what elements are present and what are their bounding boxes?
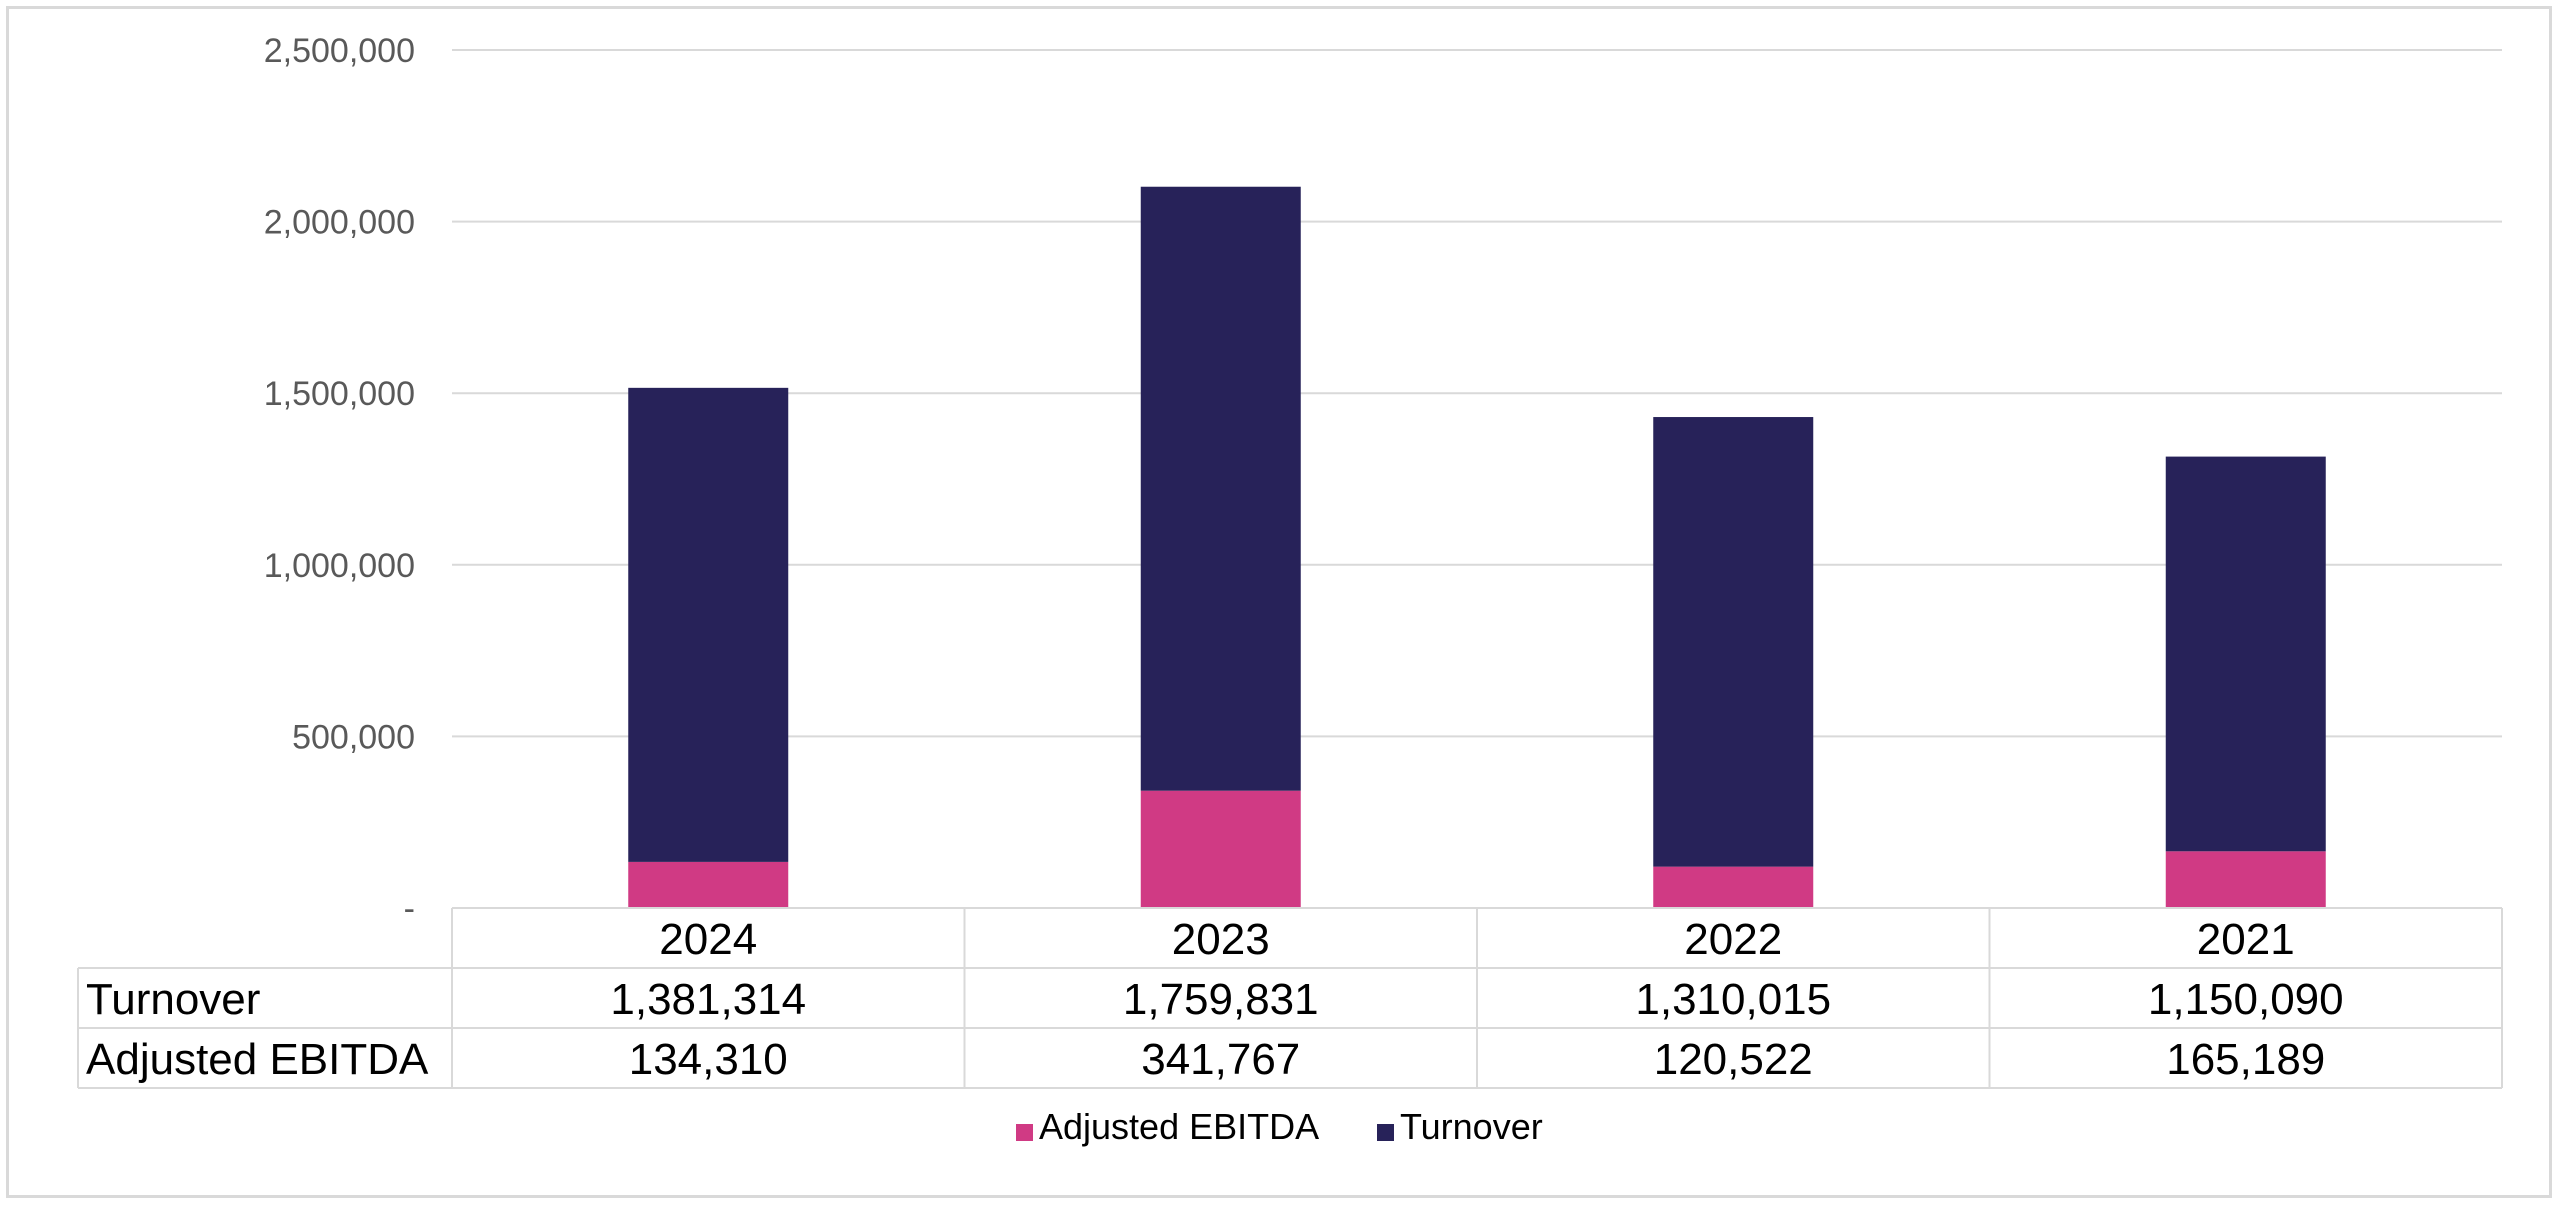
table-cell-value: 134,310 bbox=[629, 1035, 788, 1084]
y-tick-label: 1,500,000 bbox=[264, 375, 415, 413]
table-cell-value: 1,310,015 bbox=[1635, 975, 1831, 1024]
bar-adjusted-ebitda-2021 bbox=[2165, 851, 2326, 908]
legend-swatch-adjusted-ebitda bbox=[1016, 1124, 1033, 1141]
x-category-label: 2021 bbox=[2197, 915, 2295, 964]
legend: Adjusted EBITDA Turnover bbox=[1016, 1106, 1543, 1147]
x-category-label: 2024 bbox=[659, 915, 757, 964]
legend-label: Turnover bbox=[1400, 1106, 1543, 1147]
legend-swatch-turnover bbox=[1377, 1124, 1394, 1141]
bar-adjusted-ebitda-2023 bbox=[1140, 790, 1301, 908]
bar-adjusted-ebitda-2022 bbox=[1653, 866, 1814, 908]
table-row-label: Turnover bbox=[86, 975, 260, 1024]
chart-frame bbox=[6, 6, 2552, 1198]
table-cell-value: 165,189 bbox=[2166, 1035, 2325, 1084]
bar-turnover-2022 bbox=[1653, 417, 1814, 867]
table-cell-value: 120,522 bbox=[1654, 1035, 1813, 1084]
data-table: 2024 2023 2022 2021 Turnover 1,381,314 1,759,8… bbox=[77, 907, 2503, 1089]
y-tick-label: 500,000 bbox=[292, 718, 415, 756]
table-row-label: Adjusted EBITDA bbox=[86, 1035, 429, 1084]
y-tick-label: 2,500,000 bbox=[264, 32, 415, 70]
x-category-label: 2022 bbox=[1684, 915, 1782, 964]
y-tick-label: 1,000,000 bbox=[264, 547, 415, 585]
gridlines bbox=[452, 49, 2502, 738]
table-cell-value: 1,381,314 bbox=[610, 975, 806, 1024]
y-tick-label: - bbox=[404, 890, 415, 928]
bar-turnover-2021 bbox=[2165, 456, 2326, 852]
legend-label: Adjusted EBITDA bbox=[1039, 1106, 1319, 1147]
x-category-label: 2023 bbox=[1172, 915, 1270, 964]
bars bbox=[628, 186, 2326, 908]
bar-turnover-2023 bbox=[1140, 186, 1301, 791]
bar-turnover-2024 bbox=[628, 387, 789, 862]
table-cell-value: 1,759,831 bbox=[1123, 975, 1319, 1024]
y-tick-label: 2,000,000 bbox=[264, 204, 415, 242]
y-axis-ticks: - 500,000 1,000,000 1,500,000 2,000,000 2,500… bbox=[264, 32, 415, 928]
table-cell-value: 1,150,090 bbox=[2148, 975, 2344, 1024]
bar-adjusted-ebitda-2024 bbox=[628, 861, 789, 908]
table-cell-value: 341,767 bbox=[1141, 1035, 1300, 1084]
